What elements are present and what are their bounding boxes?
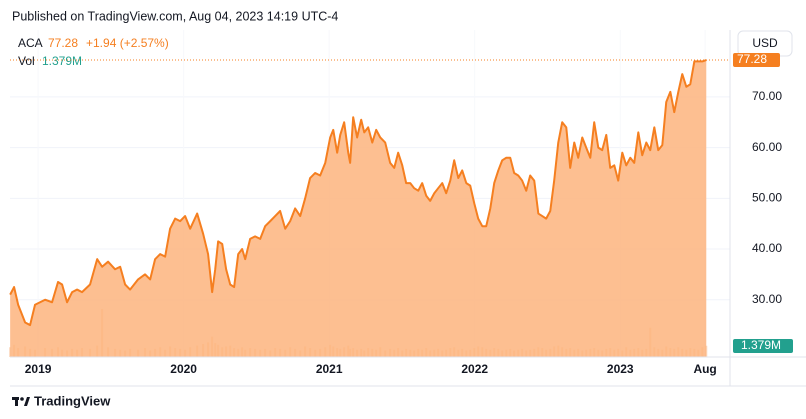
currency-label[interactable]: USD [752, 36, 778, 50]
price-line [9, 59, 707, 327]
x-tick-label: 2022 [461, 362, 488, 376]
x-tick-label: 2021 [316, 362, 343, 376]
y-tick-label: 40.00 [752, 241, 782, 255]
x-tick-label: 2019 [25, 362, 52, 376]
x-tick-label: 2020 [170, 362, 197, 376]
y-tick-label: 70.00 [752, 89, 782, 103]
legend-symbol: ACA [18, 36, 43, 50]
x-tick-label: Aug [693, 362, 716, 376]
volume-bar [9, 347, 12, 357]
plot-area [9, 30, 730, 357]
y-tick-label: 30.00 [752, 292, 782, 306]
last-price-box [733, 53, 780, 68]
last-volume-box [733, 339, 793, 353]
legend-change: +1.94 (+2.57%) [86, 36, 169, 50]
brand-name: TradingView [34, 393, 111, 408]
legend-volume-name: Vol [18, 54, 35, 68]
y-tick-label: 60.00 [752, 140, 782, 154]
x-tick-label: 2023 [607, 362, 634, 376]
last-volume-label: 1.379M [741, 338, 781, 352]
last-price-label: 77.28 [737, 52, 767, 66]
legend-last: 77.28 [48, 36, 78, 50]
published-note: Published on TradingView.com, Aug 04, 20… [12, 9, 338, 23]
y-tick-label: 50.00 [752, 190, 782, 204]
brand-logo [12, 397, 30, 406]
price-area [10, 60, 707, 357]
legend-volume: 1.379M [42, 54, 82, 68]
